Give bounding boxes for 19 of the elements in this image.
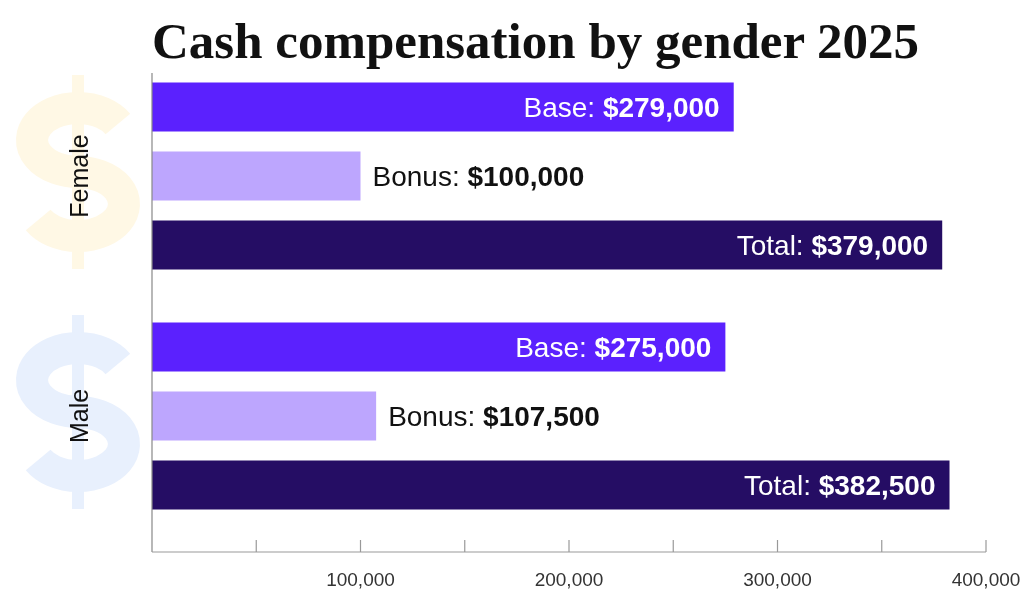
bar — [152, 322, 726, 372]
data-label: Bonus: $107,500 — [388, 400, 600, 432]
x-tick-label: 400,000 — [951, 569, 1021, 590]
x-tick-label: 100,000 — [326, 569, 395, 590]
chart-title: Cash compensation by gender 2025 — [152, 13, 919, 69]
y-tick-label: Female — [65, 134, 93, 218]
bar — [152, 82, 734, 132]
x-tick-label: 300,000 — [743, 569, 812, 590]
bar — [152, 220, 943, 270]
data-label: Base: $279,000 — [523, 91, 720, 123]
bar — [152, 391, 377, 441]
x-tick-label: 200,000 — [534, 569, 604, 590]
bar — [152, 151, 361, 201]
data-label: Base: $275,000 — [515, 331, 712, 363]
data-label: Bonus: $100,000 — [372, 160, 585, 192]
bar — [152, 460, 950, 510]
data-label: Total: $379,000 — [736, 229, 929, 261]
y-tick-label: Male — [65, 388, 93, 444]
data-label: Total: $382,500 — [744, 469, 936, 501]
